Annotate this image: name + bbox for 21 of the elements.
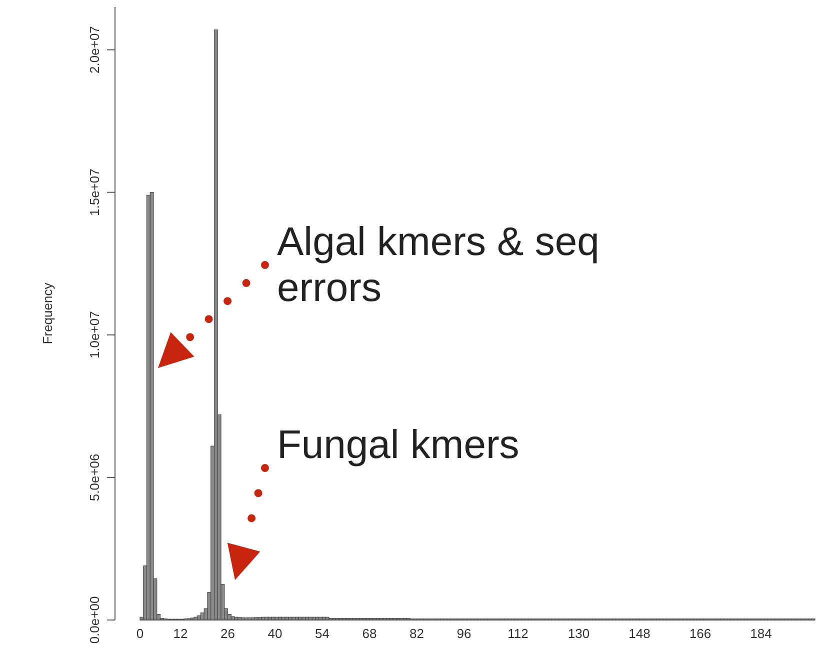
y-tick-label: 1.0e+07 (87, 311, 102, 359)
y-tick-label: 1.5e+07 (87, 168, 102, 216)
annotation: Algal kmers & seq errors (277, 220, 600, 310)
x-tick-label: 130 (568, 626, 590, 641)
y-tick-label: 0.0e+00 (87, 596, 102, 644)
y-axis-title: Frequency (40, 282, 55, 344)
x-tick-label: 40 (268, 626, 282, 641)
y-tick-label: 2.0e+07 (87, 26, 102, 74)
y-tick-label: 5.0e+06 (87, 454, 102, 502)
x-tick-label: 0 (136, 626, 144, 641)
x-tick-label: 26 (220, 626, 235, 641)
x-tick-label: 166 (689, 626, 712, 641)
x-tick-label: 96 (456, 626, 472, 641)
annotation: Fungal kmers (277, 423, 520, 467)
x-tick-label: 112 (508, 626, 528, 641)
x-tick-label: 184 (750, 626, 772, 641)
x-tick-label: 68 (362, 626, 377, 641)
x-tick-label: 82 (410, 626, 424, 641)
x-tick-label: 54 (315, 626, 330, 641)
x-tick-label: 148 (628, 626, 650, 641)
x-tick-label: 12 (173, 626, 188, 641)
